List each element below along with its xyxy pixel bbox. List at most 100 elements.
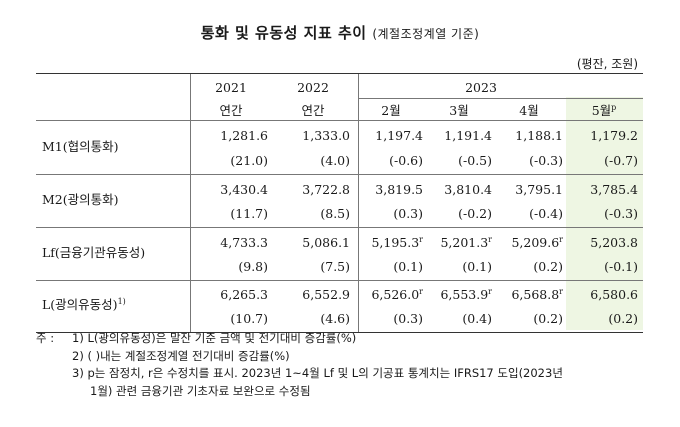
value-cell: 4,733.3 xyxy=(220,235,268,250)
change-cell: (0.2) xyxy=(608,311,638,326)
row-divider xyxy=(36,120,643,121)
unit-label: (평잔, 조원) xyxy=(576,57,638,71)
change-cell: (-0.3) xyxy=(529,153,563,168)
change-cell: (4.6) xyxy=(320,311,350,326)
footnote-3: 3) p는 잠정치, r은 수정치를 표시. 2023년 1~4월 Lf 및 L… xyxy=(36,365,656,383)
value-cell: 6,526.0r xyxy=(361,287,423,302)
value-cell: 3,810.4 xyxy=(444,182,492,197)
value-cell: 5,201.3r xyxy=(430,235,492,250)
footnote-1: 주 : 1) L(광의유동성)은 말잔 기준 금액 및 전기대비 증감률(%) xyxy=(36,330,656,348)
change-cell: (21.0) xyxy=(230,153,268,168)
value-cell: 3,785.4 xyxy=(590,182,638,197)
change-cell: (7.5) xyxy=(320,259,350,274)
revised-mark: r xyxy=(419,235,423,244)
change-cell: (9.8) xyxy=(238,259,268,274)
money-liquidity-table: 2021 2022 2023 연간 연간 2월 3월 4월 5월p M1(협의통… xyxy=(36,73,643,333)
row-label-m2: M2(광의통화) xyxy=(42,192,119,207)
change-cell: (4.0) xyxy=(320,153,350,168)
value-cell: 1,191.4 xyxy=(444,128,492,143)
footnote-text: 1) L(광의유동성)은 말잔 기준 금액 및 전기대비 증감률(%) xyxy=(72,331,357,345)
footnote-3-cont: 1월) 관련 금융기관 기초자료 보완으로 수정됨 xyxy=(36,383,656,401)
year-2022: 2022 xyxy=(297,80,329,95)
title-sub: (계절조정계열 기준) xyxy=(372,27,480,41)
value-cell: 6,580.6 xyxy=(590,287,638,302)
change-cell: (11.7) xyxy=(230,206,268,221)
change-cell: (0.4) xyxy=(462,311,492,326)
revised-mark: r xyxy=(419,287,423,296)
value-cell: 3,795.1 xyxy=(515,182,563,197)
title-main: 통화 및 유동성 지표 추이 xyxy=(200,24,367,42)
value-cell: 5,086.1 xyxy=(302,235,350,250)
revised-mark: r xyxy=(488,235,492,244)
column-divider xyxy=(358,74,359,332)
change-cell: (0.2) xyxy=(533,311,563,326)
header-underline xyxy=(358,98,643,99)
change-cell: (-0.3) xyxy=(604,206,638,221)
year-2023: 2023 xyxy=(465,80,497,95)
period-may: 5월p xyxy=(574,100,634,119)
row-label-l: L(광의유동성)1) xyxy=(42,294,126,313)
change-cell: (-0.6) xyxy=(389,153,423,168)
value-cell: 1,179.2 xyxy=(590,128,638,143)
value-cell: 3,722.8 xyxy=(302,182,350,197)
provisional-mark: p xyxy=(611,103,617,112)
year-2021: 2021 xyxy=(215,80,247,95)
row-label-lf: Lf(금융기관유동성) xyxy=(42,245,146,260)
period-apr: 4월 xyxy=(519,103,539,118)
revised-mark: r xyxy=(488,287,492,296)
change-cell: (0.1) xyxy=(393,259,423,274)
change-cell: (0.3) xyxy=(393,311,423,326)
period-2021: 연간 xyxy=(219,103,243,118)
change-cell: (8.5) xyxy=(320,206,350,221)
row-divider xyxy=(36,280,643,281)
change-cell: (10.7) xyxy=(230,311,268,326)
revised-mark: r xyxy=(559,287,563,296)
period-2022: 연간 xyxy=(301,103,325,118)
value-cell: 5,203.8 xyxy=(590,235,638,250)
value-cell: 1,188.1 xyxy=(515,128,563,143)
value-cell: 3,819.5 xyxy=(375,182,423,197)
footnote-text: 2) ( )내는 계절조정계열 전기대비 증감률(%) xyxy=(72,348,290,363)
value-cell: 3,430.4 xyxy=(220,182,268,197)
footnote-prefix: 주 : xyxy=(36,331,55,345)
footnote-text: 3) p는 잠정치, r은 수정치를 표시. 2023년 1~4월 Lf 및 L… xyxy=(72,366,563,380)
row-label-m1: M1(협의통화) xyxy=(42,139,119,154)
value-cell: 1,197.4 xyxy=(375,128,423,143)
value-text: 6,568.8 xyxy=(511,287,560,302)
change-cell: (-0.4) xyxy=(529,206,563,221)
value-text: 5,195.3 xyxy=(371,235,420,250)
period-may-label: 5월 xyxy=(591,103,612,118)
period-mar: 3월 xyxy=(449,103,469,118)
value-text: 6,553.9 xyxy=(440,287,489,302)
change-cell: (-0.2) xyxy=(458,206,492,221)
row-label-text: L(광의유동성) xyxy=(42,297,118,312)
value-cell: 6,553.9r xyxy=(430,287,492,302)
row-divider xyxy=(36,174,643,175)
value-cell: 5,209.6r xyxy=(501,235,563,250)
value-cell: 1,333.0 xyxy=(302,128,350,143)
revised-mark: r xyxy=(559,235,563,244)
column-divider xyxy=(190,74,191,332)
value-text: 5,209.6 xyxy=(511,235,560,250)
highlight-column xyxy=(566,97,643,330)
table-title: 통화 및 유동성 지표 추이 (계절조정계열 기준) xyxy=(0,22,680,43)
value-cell: 5,195.3r xyxy=(361,235,423,250)
row-divider xyxy=(36,227,643,228)
footnote-2: 2) ( )내는 계절조정계열 전기대비 증감률(%) xyxy=(36,348,656,366)
period-feb: 2월 xyxy=(381,103,401,118)
value-cell: 6,568.8r xyxy=(501,287,563,302)
change-cell: (-0.5) xyxy=(458,153,492,168)
footnotes: 주 : 1) L(광의유동성)은 말잔 기준 금액 및 전기대비 증감률(%) … xyxy=(36,330,656,400)
value-text: 5,201.3 xyxy=(440,235,489,250)
change-cell: (0.1) xyxy=(462,259,492,274)
value-text: 6,526.0 xyxy=(371,287,420,302)
change-cell: (0.2) xyxy=(533,259,563,274)
value-cell: 6,552.9 xyxy=(302,287,350,302)
change-cell: (-0.7) xyxy=(604,153,638,168)
footnote-ref: 1) xyxy=(117,297,126,306)
value-cell: 6,265.3 xyxy=(220,287,268,302)
value-cell: 1,281.6 xyxy=(220,128,268,143)
change-cell: (0.3) xyxy=(393,206,423,221)
change-cell: (-0.1) xyxy=(604,259,638,274)
footnote-text: 1월) 관련 금융기관 기초자료 보완으로 수정됨 xyxy=(90,383,311,398)
